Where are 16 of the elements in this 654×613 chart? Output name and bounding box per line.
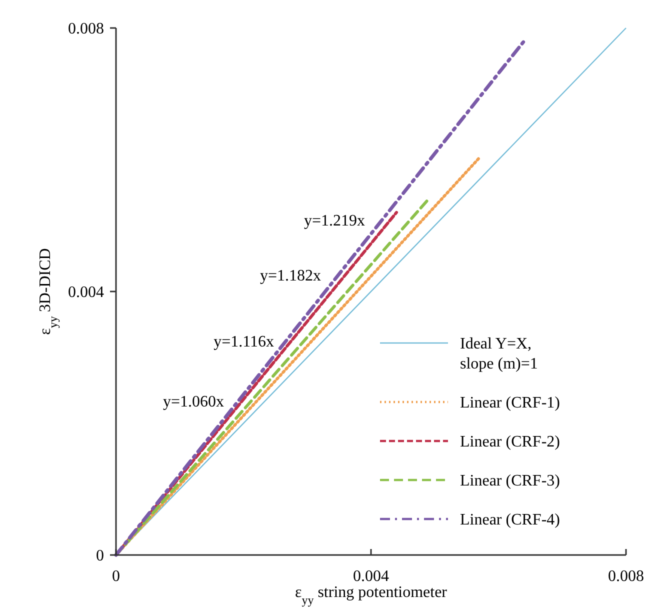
x-tick-label: 0.008 [608, 568, 644, 585]
y-tick-label: 0 [96, 548, 104, 565]
y-tick-label: 0.008 [68, 20, 104, 38]
x-tick-label: 0.004 [353, 568, 389, 585]
y-tick-label: 0.004 [68, 284, 104, 302]
annotation: y=1.060x [162, 394, 224, 411]
legend-label: Linear (CRF-2) [460, 434, 560, 451]
annotation: y=1.182x [260, 268, 321, 285]
x-tick-label: 0 [112, 568, 120, 585]
legend-label: Ideal Y=X, slope (m)=1 [460, 336, 538, 373]
legend-label: Linear (CRF-3) [460, 472, 560, 490]
legend-label: Linear (CRF-4) [460, 512, 560, 529]
legend-label: Linear (CRF-1) [460, 394, 560, 412]
annotation: y=1.116x [214, 334, 274, 351]
x-axis-title: ε$_{yy}$ string potentiometer [294, 584, 448, 607]
annotation: y=1.219x [304, 212, 365, 230]
